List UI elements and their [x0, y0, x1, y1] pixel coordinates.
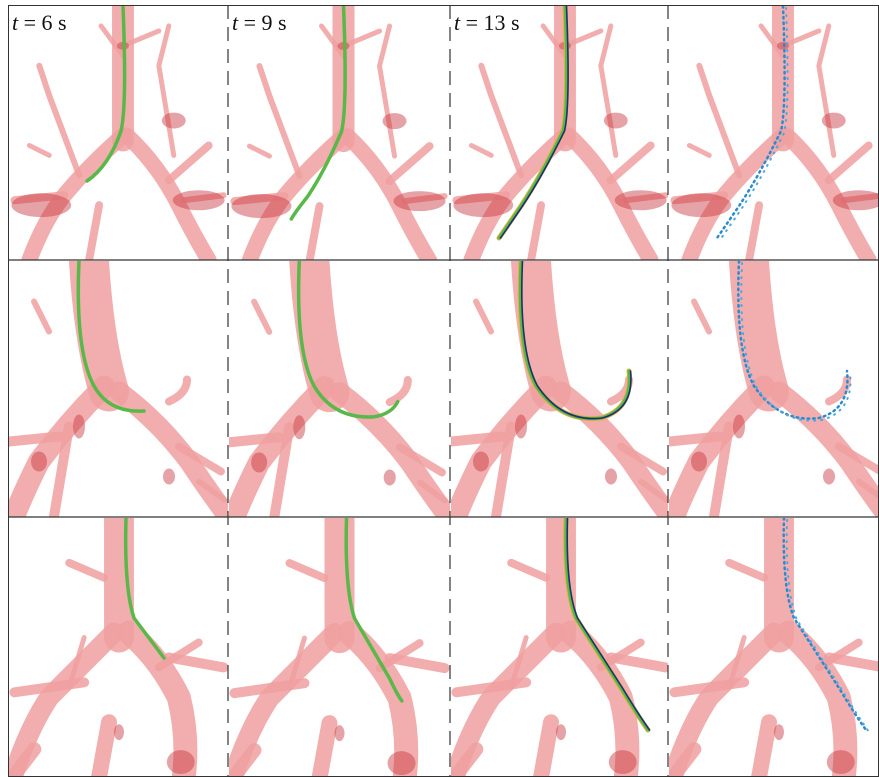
time-label: t = 6 s	[12, 10, 67, 35]
airway	[14, 518, 223, 777]
panels	[9, 6, 879, 777]
airway-panel	[11, 6, 224, 260]
airway-panel	[451, 261, 666, 517]
airway	[229, 262, 445, 518]
airway-panel	[231, 6, 445, 261]
catheter-shape	[566, 518, 648, 730]
time-label: t = 13 s	[454, 10, 520, 35]
airway	[669, 262, 879, 517]
airway-panel	[14, 518, 223, 777]
airway	[9, 262, 224, 517]
airway-panel	[671, 6, 879, 260]
airway	[671, 6, 879, 260]
airway-panel	[9, 261, 224, 517]
airway	[451, 262, 666, 517]
figure: t = 6 s t = 9 s t = 13 s	[0, 0, 879, 777]
airway	[234, 518, 444, 777]
airway-panel	[234, 518, 444, 777]
airway-panel	[453, 6, 666, 260]
airway-panel	[456, 518, 665, 777]
airway	[231, 6, 445, 261]
airway-panel	[229, 261, 445, 518]
airway-panel	[669, 261, 879, 517]
airway	[674, 518, 879, 777]
time-label: t = 9 s	[232, 10, 287, 35]
airway	[11, 6, 224, 260]
airway	[456, 518, 665, 777]
airway-panel	[674, 518, 879, 777]
